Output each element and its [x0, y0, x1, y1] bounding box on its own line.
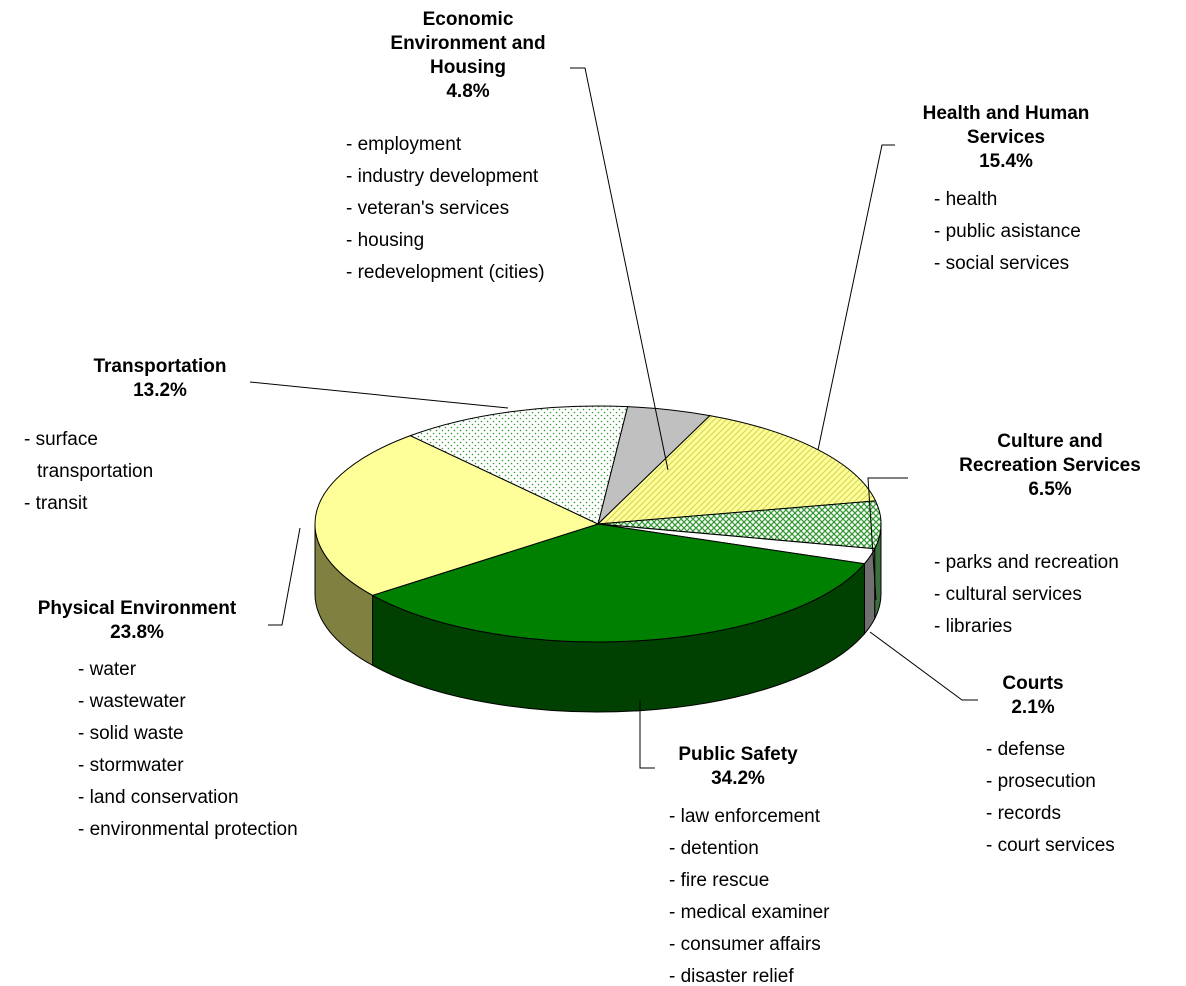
detail-list: - health - public asistance - social servi… — [934, 184, 1174, 280]
value-label: 34.2% — [711, 768, 765, 789]
detail-item: - wastewater — [78, 691, 186, 712]
value-label: 15.4% — [979, 151, 1033, 172]
detail-item: - law enforcement — [669, 806, 821, 827]
detail-item: - medical examiner — [669, 902, 830, 923]
category-name: Transportation — [93, 356, 227, 377]
leader-line — [817, 144, 895, 451]
detail-item: - health — [934, 189, 998, 210]
detail-item: - disaster relief — [669, 966, 794, 986]
slice — [314, 435, 600, 596]
leader-line — [268, 527, 301, 626]
slice-label: Courts 2.1% — [973, 672, 1093, 720]
detail-item: - social services — [934, 253, 1070, 274]
slice-label: Economic Environment and Housing 4.8% — [381, 8, 556, 104]
leader-line — [639, 700, 655, 769]
detail-item: - land conservation — [78, 787, 239, 808]
category-name: Physical Environment — [37, 598, 237, 619]
slice-label: Culture and Recreation Services 6.5% — [948, 430, 1153, 502]
category-name: Courts — [1002, 673, 1064, 694]
detail-item: - fire rescue — [669, 870, 770, 891]
slice — [409, 405, 629, 525]
detail-item: - solid waste — [78, 723, 184, 744]
slice-label: Health and Human Services 15.4% — [904, 102, 1109, 174]
detail-item: - court services — [986, 835, 1115, 856]
detail-item: - libraries — [934, 616, 1013, 637]
detail-list: - law enforcement - detention - fire rescu… — [669, 801, 929, 986]
detail-item: - transit — [24, 493, 88, 514]
detail-item: - industry development — [346, 166, 539, 187]
detail-item: - surface transportation — [24, 429, 154, 482]
detail-item: - redevelopment (cities) — [346, 262, 545, 283]
leader-line — [869, 631, 978, 701]
detail-list: - surface transportation - transit — [24, 424, 202, 520]
value-label: 2.1% — [1011, 697, 1055, 718]
slice — [371, 523, 866, 643]
detail-list: - parks and recreation - cultural service… — [934, 547, 1184, 643]
category-name: Health and Human Services — [922, 103, 1090, 148]
slice-label: Physical Environment 23.8% — [0, 597, 287, 645]
leader-line — [249, 381, 509, 409]
detail-item: - detention — [669, 838, 759, 859]
value-label: 4.8% — [446, 81, 490, 102]
detail-item: - employment — [346, 134, 462, 155]
detail-list: - defense - prosecution - records - court s… — [986, 734, 1176, 862]
slice-label: Public Safety 34.2% — [638, 743, 838, 791]
slice-label: Transportation 13.2% — [50, 355, 270, 403]
category-name: Culture and Recreation Services — [959, 431, 1141, 476]
detail-list: - employment - industry development - vete… — [346, 129, 626, 289]
detail-list: - water - wastewater - solid waste - stormw… — [78, 654, 398, 846]
detail-item: - stormwater — [78, 755, 184, 776]
detail-item: - cultural services — [934, 584, 1082, 605]
slice — [597, 500, 882, 550]
category-name: Public Safety — [678, 744, 798, 765]
leader-line — [570, 67, 669, 471]
detail-item: - consumer affairs — [669, 934, 821, 955]
value-label: 13.2% — [133, 380, 187, 401]
detail-item: - prosecution — [986, 771, 1096, 792]
detail-item: - water — [78, 659, 137, 680]
value-label: 23.8% — [110, 622, 164, 643]
category-name: Economic Environment and Housing — [390, 9, 546, 78]
value-label: 6.5% — [1028, 479, 1072, 500]
detail-item: - records — [986, 803, 1061, 824]
detail-item: - housing — [346, 230, 425, 251]
detail-item: - defense — [986, 739, 1066, 760]
detail-item: - public asistance — [934, 221, 1081, 242]
detail-item: - parks and recreation — [934, 552, 1119, 573]
leader-line — [867, 477, 908, 601]
detail-item: - environmental protection — [78, 819, 298, 840]
detail-item: - veteran's services — [346, 198, 510, 219]
